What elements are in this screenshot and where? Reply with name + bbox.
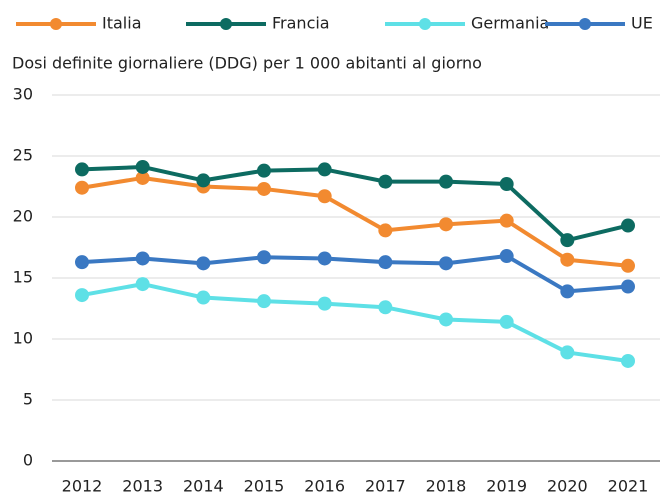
- series-line: [81, 164, 629, 243]
- x-tick-label: 2012: [62, 477, 103, 496]
- y-axis-label: Dosi definite giornaliere (DDG) per 1 00…: [12, 54, 482, 73]
- data-point: [621, 258, 635, 273]
- data-point: [135, 159, 150, 174]
- x-tick-label: 2020: [547, 477, 588, 496]
- x-tick-label: 2015: [244, 477, 285, 496]
- data-point: [135, 170, 150, 185]
- y-tick-label: 0: [23, 451, 33, 470]
- data-point: [196, 290, 211, 305]
- y-tick-label: 15: [13, 268, 33, 287]
- data-point: [135, 277, 150, 292]
- y-tick-label: 20: [13, 207, 33, 226]
- data-point: [196, 173, 211, 188]
- data-point: [75, 288, 89, 303]
- x-tick-label: 2016: [304, 477, 345, 496]
- data-point: [621, 218, 635, 233]
- data-point: [560, 233, 575, 248]
- data-point: [257, 181, 271, 196]
- legend-marker: [220, 18, 232, 30]
- legend-marker: [50, 18, 62, 30]
- x-tick-label: 2019: [486, 477, 527, 496]
- data-point: [75, 255, 89, 270]
- y-tick-label: 10: [13, 329, 33, 348]
- x-tick-label: 2018: [426, 477, 467, 496]
- legend-label: Italia: [102, 14, 142, 33]
- legend-label: Germania: [471, 14, 549, 33]
- data-point: [378, 300, 393, 315]
- data-point: [317, 251, 332, 266]
- data-point: [499, 177, 514, 192]
- data-point: [257, 294, 271, 309]
- legend-marker: [579, 18, 591, 30]
- data-point: [378, 174, 393, 189]
- data-point: [378, 223, 393, 238]
- data-point: [257, 163, 271, 178]
- y-tick-label: 25: [13, 146, 33, 165]
- data-point: [317, 296, 332, 311]
- data-point: [439, 256, 453, 271]
- x-tick-label: 2014: [183, 477, 224, 496]
- y-tick-label: 30: [13, 85, 33, 104]
- data-point: [499, 249, 514, 264]
- data-point: [621, 353, 635, 368]
- data-point: [439, 174, 453, 189]
- data-point: [378, 255, 393, 270]
- data-point: [621, 279, 635, 294]
- data-point: [257, 250, 271, 265]
- data-point: [317, 162, 332, 177]
- legend-label: UE: [631, 14, 653, 33]
- x-tick-label: 2021: [608, 477, 649, 496]
- series-line: [81, 282, 629, 363]
- legend-marker: [419, 18, 431, 30]
- data-point: [560, 284, 575, 299]
- data-point: [317, 189, 332, 204]
- y-tick-label: 5: [23, 390, 33, 409]
- data-point: [75, 162, 89, 177]
- legend-label: Francia: [272, 14, 330, 33]
- data-point: [439, 312, 453, 327]
- data-point: [499, 213, 514, 228]
- x-tick-label: 2013: [122, 477, 163, 496]
- data-point: [75, 180, 89, 195]
- data-point: [560, 345, 575, 360]
- data-point: [439, 217, 453, 232]
- data-point: [196, 256, 211, 271]
- data-point: [135, 251, 150, 266]
- data-point: [560, 252, 575, 267]
- x-tick-label: 2017: [365, 477, 406, 496]
- data-point: [499, 314, 514, 329]
- series-line: [81, 254, 629, 294]
- series-line: [81, 175, 629, 268]
